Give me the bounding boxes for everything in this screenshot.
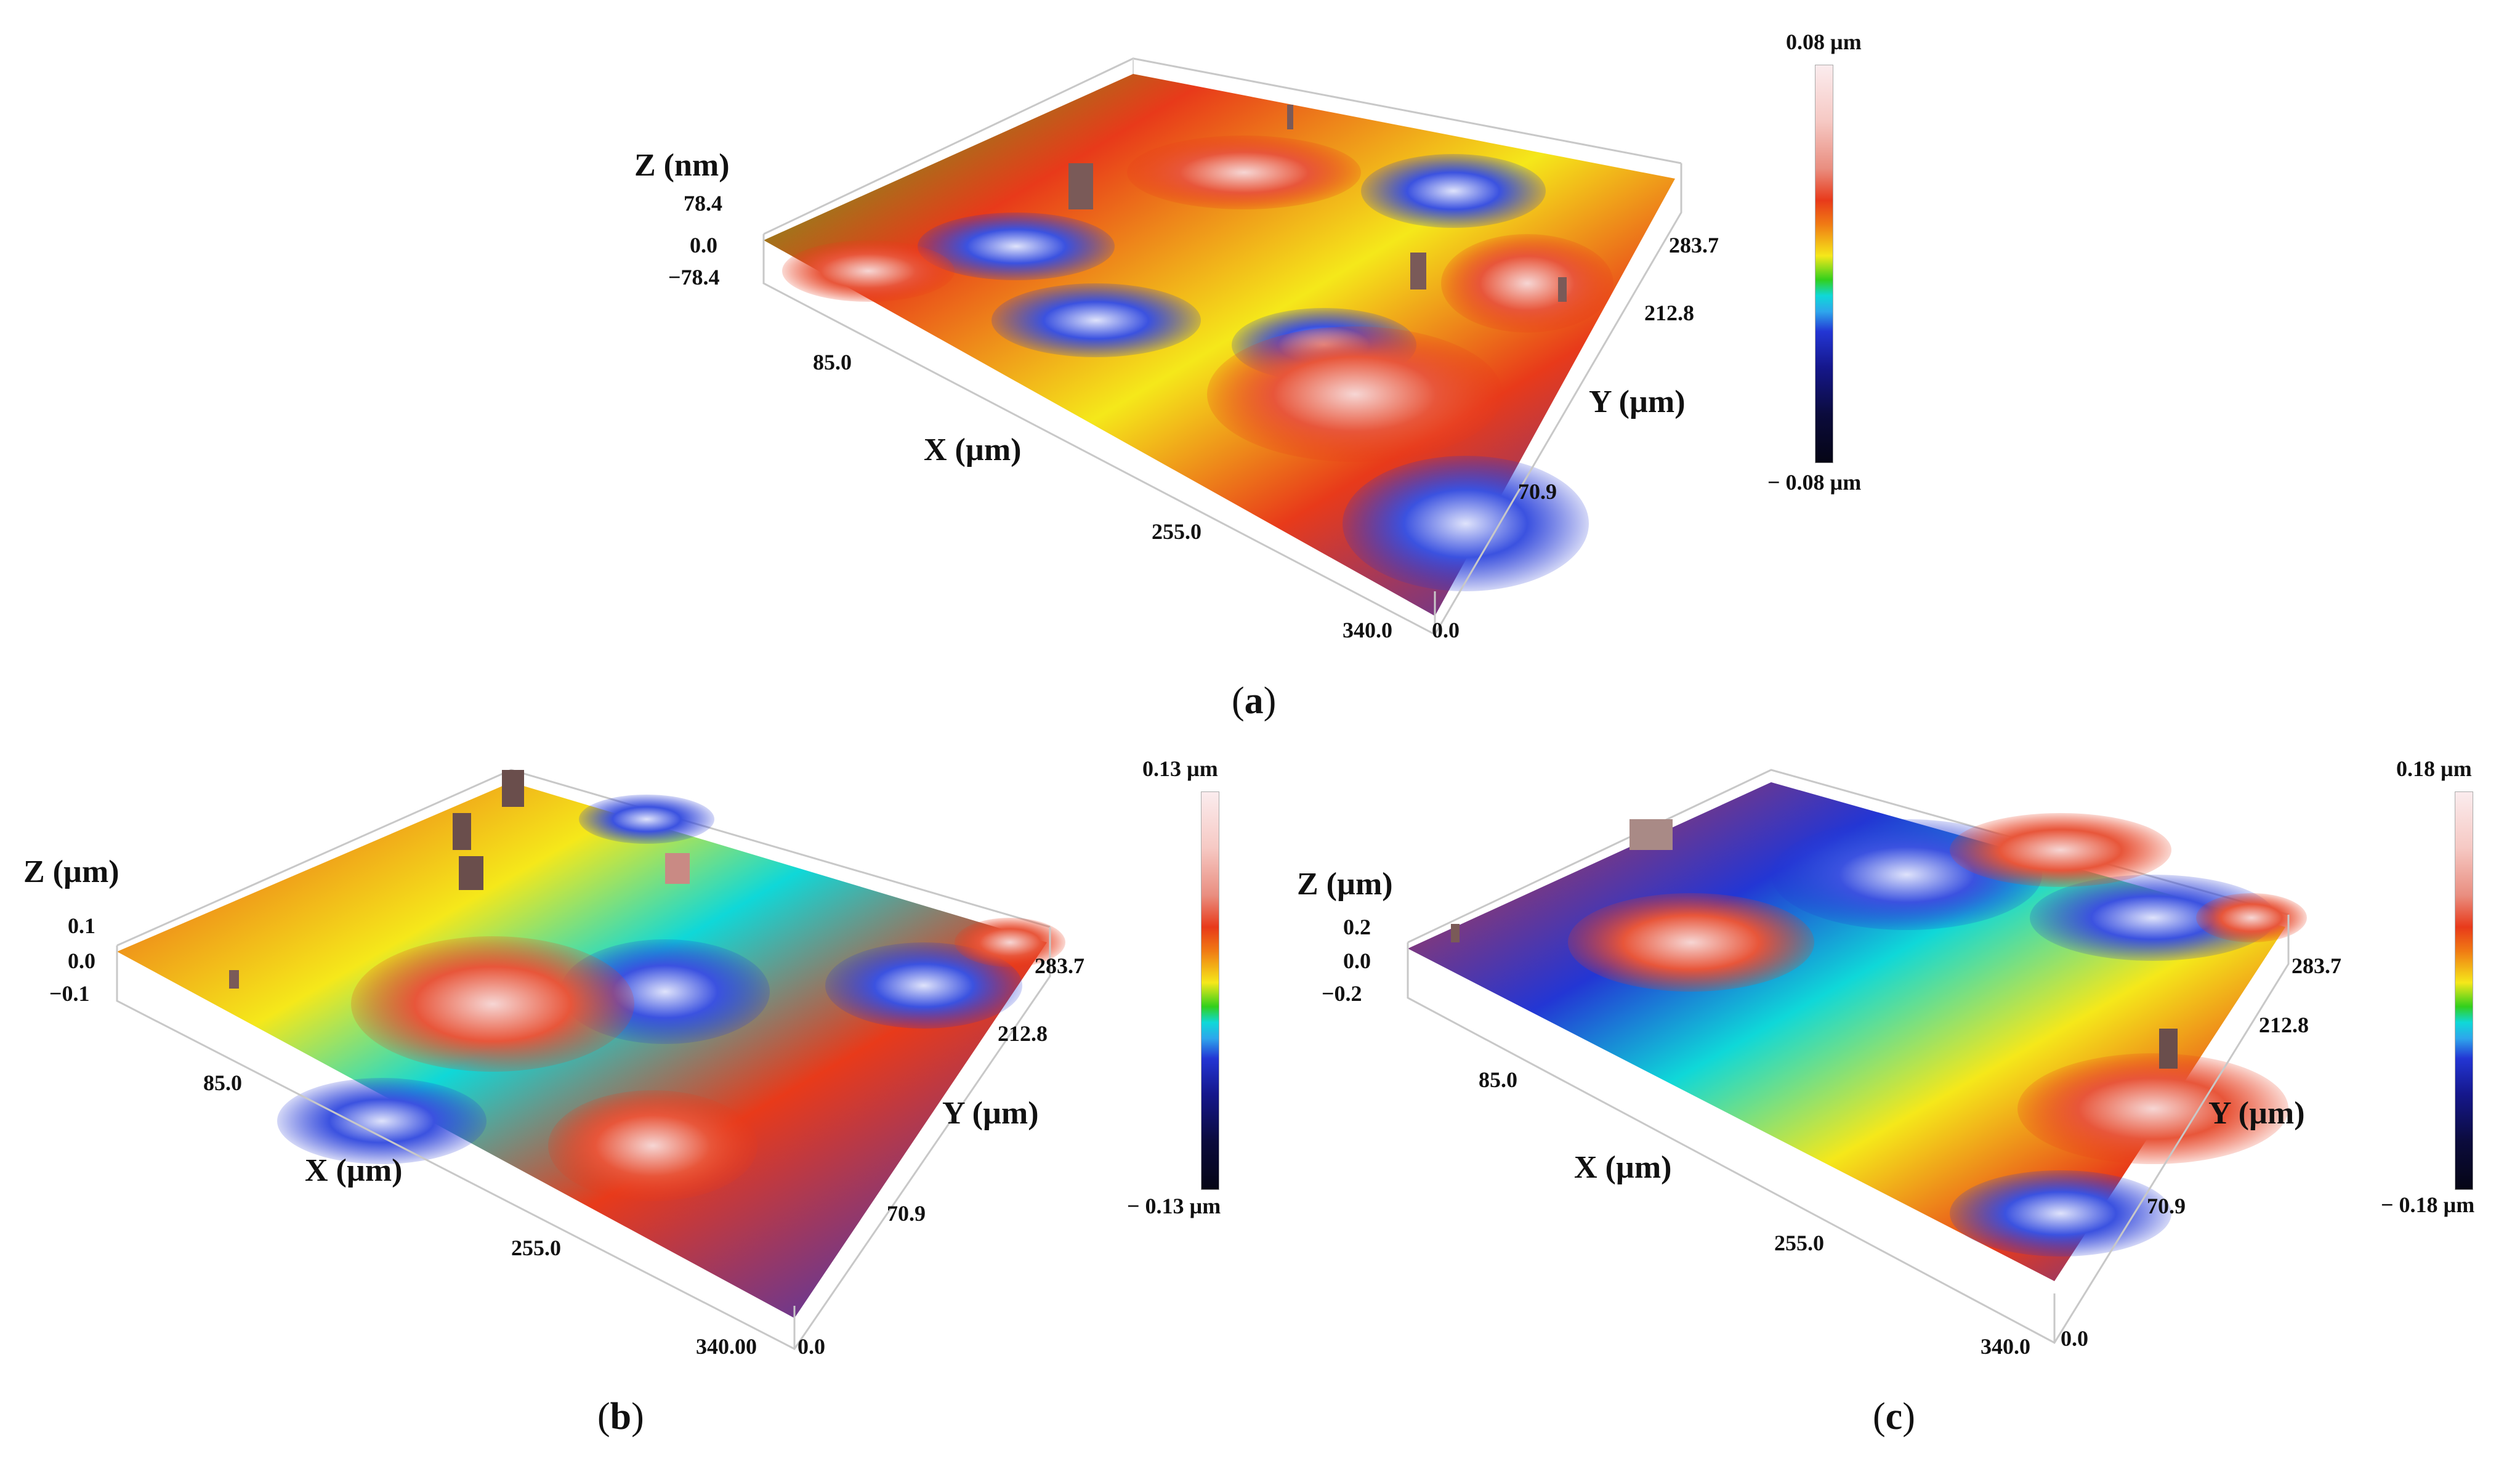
caption-c: (c) xyxy=(1873,1396,1915,1438)
x-axis-title: X (µm) xyxy=(924,432,1022,467)
colorbar-min-label: − 0.08 µm xyxy=(1767,470,1862,495)
z-tick-top-c: 0.2 xyxy=(1343,915,1371,939)
surface-plot-c xyxy=(1407,769,2307,1344)
surface-plot-a xyxy=(762,57,1682,636)
colorbar-max-label: 0.08 µm xyxy=(1786,30,1862,54)
y-tick-70: 70.9 xyxy=(1518,479,1557,504)
colorbar-a xyxy=(1815,65,1833,463)
panel-a: Z (nm) 78.4 0.0 −78.4 85.0 X (µm) 255.0 … xyxy=(634,30,1862,722)
y-tick-212: 212.8 xyxy=(1644,301,1694,325)
y-tick-212-b: 212.8 xyxy=(998,1021,1048,1046)
z-tick-mid-b: 0.0 xyxy=(68,949,95,973)
colorbar-min-label-b: − 0.13 µm xyxy=(1127,1194,1221,1218)
z-tick-bottom-b: −0.1 xyxy=(49,981,90,1006)
panel-c: Z (µm) 0.2 0.0 −0.2 85.0 X (µm) 255.0 34… xyxy=(1260,739,2520,1461)
x-tick-85-b: 85.0 xyxy=(203,1070,242,1095)
caption-a: (a) xyxy=(1232,680,1277,722)
z-tick-bottom-c: −0.2 xyxy=(1322,981,1362,1006)
z-axis-title-b: Z (µm) xyxy=(23,854,119,889)
z-tick-top-b: 0.1 xyxy=(68,913,95,938)
y-tick-283-c: 283.7 xyxy=(2292,953,2341,978)
colorbar-max-label-b: 0.13 µm xyxy=(1142,756,1218,781)
x-tick-85-c: 85.0 xyxy=(1479,1067,1517,1092)
colorbar-min-label-c: − 0.18 µm xyxy=(2381,1192,2475,1217)
z-tick-top: 78.4 xyxy=(684,191,722,216)
y-tick-70-c: 70.9 xyxy=(2147,1194,2186,1218)
x-axis-title-c: X (µm) xyxy=(1574,1150,1672,1185)
z-tick-bottom: −78.4 xyxy=(668,265,720,289)
y-tick-283-b: 283.7 xyxy=(1035,953,1084,978)
colorbar-c xyxy=(2455,791,2473,1190)
y-tick-0-c: 0.0 xyxy=(2061,1326,2088,1351)
surface-plot-b xyxy=(116,769,1065,1350)
z-axis-title: Z (nm) xyxy=(634,148,730,183)
y-tick-212-c: 212.8 xyxy=(2259,1013,2309,1037)
colorbar-b xyxy=(1201,791,1219,1190)
y-tick-0: 0.0 xyxy=(1432,618,1460,642)
z-tick-mid: 0.0 xyxy=(690,233,717,257)
z-axis-title-c: Z (µm) xyxy=(1297,867,1393,902)
x-tick-340: 340.0 xyxy=(1343,618,1392,642)
y-axis-title-b: Y (µm) xyxy=(942,1096,1039,1131)
y-tick-283: 283.7 xyxy=(1669,233,1719,257)
z-tick-mid-c: 0.0 xyxy=(1343,949,1371,973)
y-tick-0-b: 0.0 xyxy=(798,1334,825,1359)
y-axis-title: Y (µm) xyxy=(1589,384,1686,419)
caption-b: (b) xyxy=(597,1396,644,1438)
x-tick-85: 85.0 xyxy=(813,350,852,374)
x-tick-255-b: 255.0 xyxy=(511,1236,561,1260)
panel-b: Z (µm) 0.1 0.0 −0.1 85.0 X (µm) 255.0 34… xyxy=(0,739,1260,1461)
x-tick-255-c: 255.0 xyxy=(1774,1231,1824,1255)
y-axis-title-c: Y (µm) xyxy=(2208,1096,2305,1131)
x-tick-340-b: 340.00 xyxy=(696,1334,757,1359)
colorbar-max-label-c: 0.18 µm xyxy=(2396,756,2472,781)
x-tick-340-c: 340.0 xyxy=(1981,1334,2030,1359)
x-axis-title-b: X (µm) xyxy=(305,1153,403,1188)
x-tick-255: 255.0 xyxy=(1152,519,1201,544)
y-tick-70-b: 70.9 xyxy=(887,1201,926,1226)
